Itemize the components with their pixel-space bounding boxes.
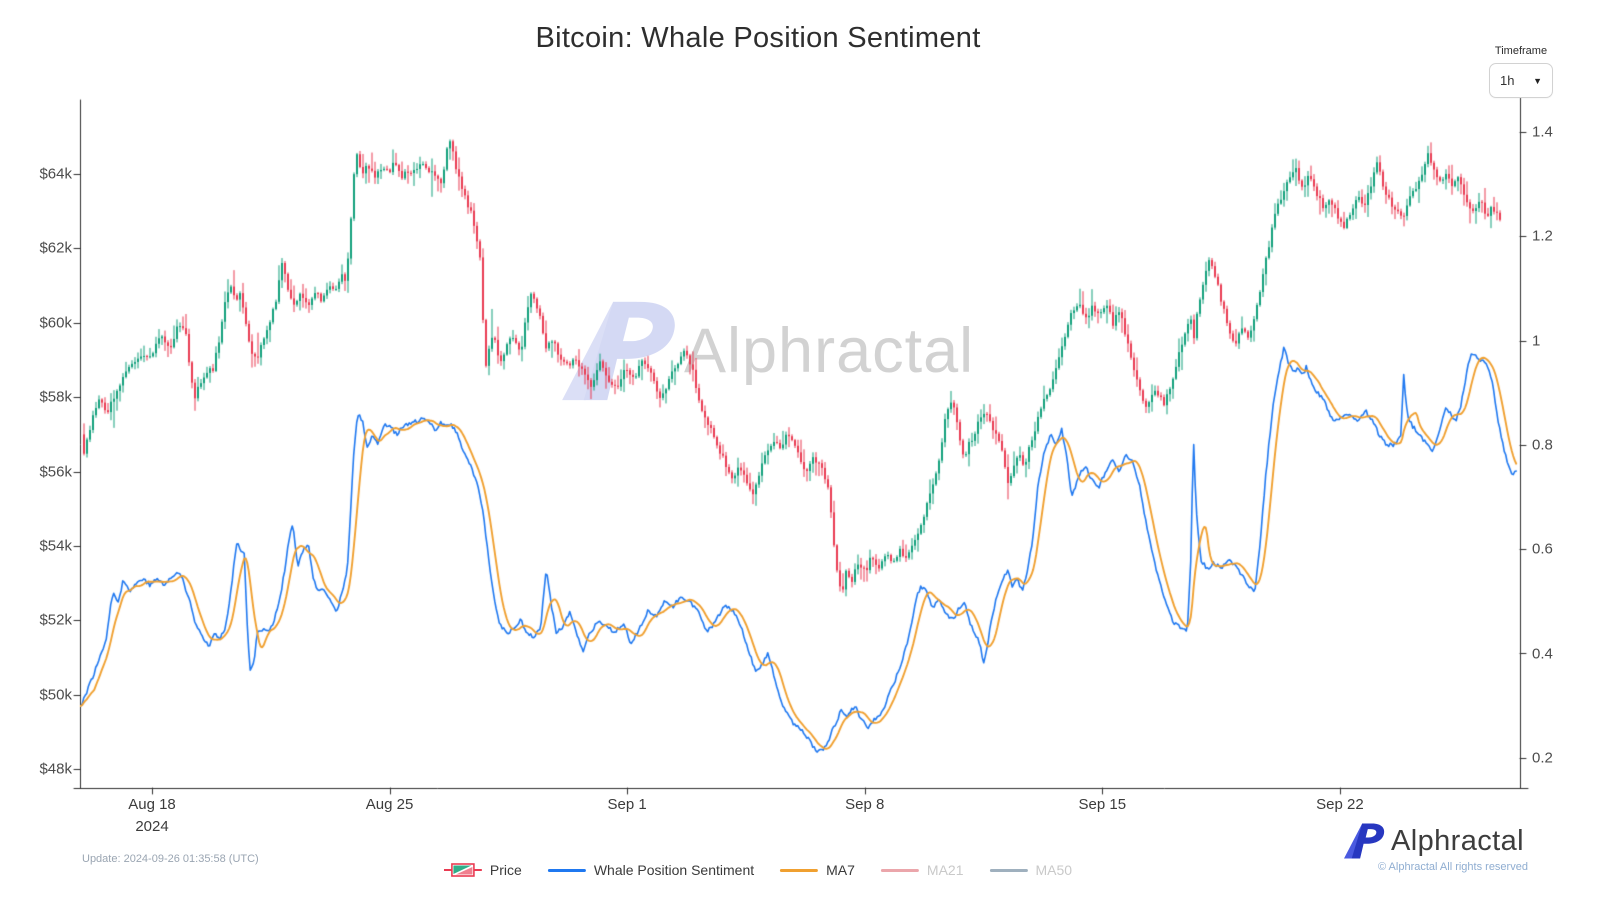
y-left-tick-label: $50k [39,686,72,704]
y-left-tick-label: $56k [39,463,72,481]
copyright-text: © Alphractal All rights reserved [1378,861,1528,873]
alphractal-logo-icon [1344,823,1385,859]
x-tick-label: Sep 1 [607,796,647,813]
x-tick-label: Aug 25 [365,796,414,813]
y-left-tick-label: $62k [39,239,72,257]
candlestick-icon [443,863,482,877]
chart-legend: Price Whale Position Sentiment MA7 MA21 … [443,862,1073,878]
x-tick-label: Aug 18 [128,796,176,813]
update-timestamp: Update: 2024-09-26 01:35:58 (UTC) [82,853,259,865]
x-year-label: 2024 [135,818,169,835]
legend-item-ma21[interactable]: MA21 [880,862,964,878]
x-tick-label: Sep 8 [845,796,885,813]
y-right-tick-label: 1 [1532,332,1541,350]
timeframe-value: 1h [1500,73,1515,88]
y-left-tick-label: $64k [39,165,72,183]
y-right-tick-label: 0.4 [1532,645,1553,662]
legend-label-whale-position-sentiment: Whale Position Sentiment [593,862,755,878]
legend-label-price: Price [489,862,522,878]
y-left-tick-label: $54k [39,537,72,555]
y-left-tick-label: $52k [39,611,72,629]
y-left-tick-label: $48k [39,760,72,778]
legend-label-ma21: MA21 [926,862,964,878]
timeframe-dropdown[interactable]: 1h ▼ [1489,63,1553,98]
brand-name: Alphractal [1391,824,1524,857]
y-right-tick-label: 1.2 [1532,227,1553,245]
y-left-tick-label: $58k [39,388,72,406]
sentiment-line-swatch [547,868,586,872]
x-tick-label: Sep 22 [1316,796,1364,813]
legend-label-ma7: MA7 [826,862,855,878]
y-right-tick-label: 0.8 [1532,436,1553,454]
y-left-tick-label: $60k [39,314,72,332]
legend-item-ma7[interactable]: MA7 [780,862,855,878]
ma7-line-swatch [780,868,819,872]
legend-item-ma50[interactable]: MA50 [989,862,1073,878]
legend-item-whale-position-sentiment[interactable]: Whale Position Sentiment [547,862,755,878]
y-right-tick-label: 0.6 [1532,540,1553,558]
brand-logo: Alphractal [1344,822,1524,860]
ma50-line-swatch [989,868,1028,872]
legend-item-price[interactable]: Price [443,862,522,878]
chevron-down-icon: ▼ [1533,75,1542,86]
ma21-line-swatch [880,868,919,872]
legend-label-ma50: MA50 [1035,862,1073,878]
x-tick-label: Sep 15 [1078,796,1127,813]
y-right-tick-label: 0.2 [1532,749,1553,767]
y-right-tick-label: 1.4 [1532,123,1553,141]
